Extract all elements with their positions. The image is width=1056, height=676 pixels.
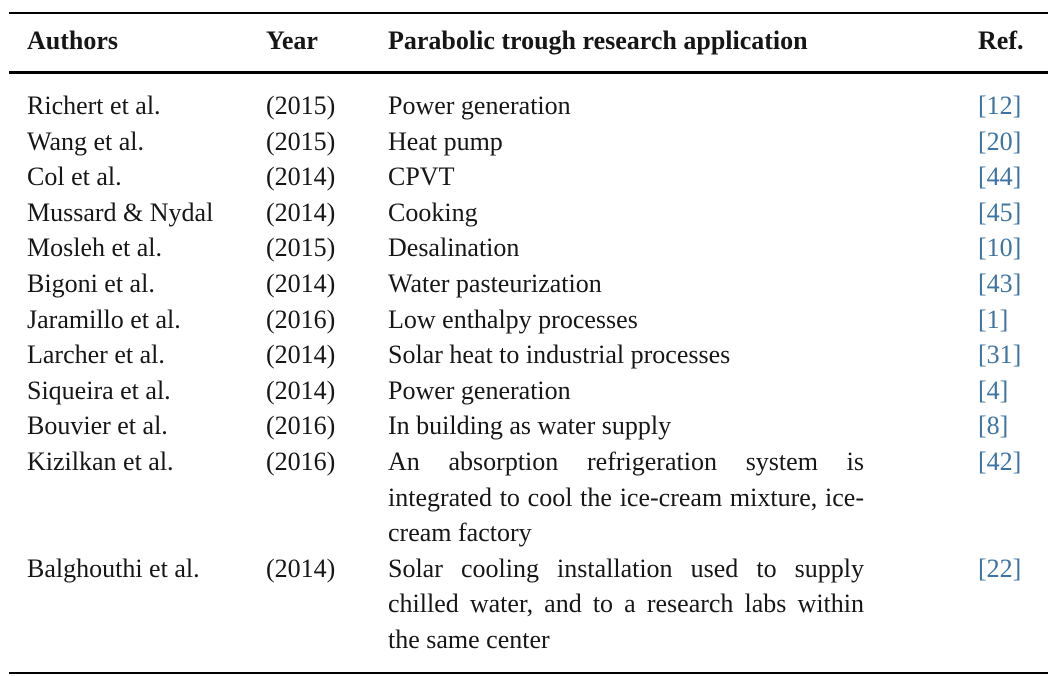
reference-link[interactable]: [22] <box>978 553 1022 583</box>
reference-link[interactable]: [45] <box>978 197 1022 227</box>
cell-authors: Mosleh et al. <box>27 233 163 263</box>
cell-application: Cooking <box>388 197 478 227</box>
cell-authors: Kizilkan et al. <box>27 446 174 476</box>
table-row: Kizilkan et al. (2016) An absorption ref… <box>9 444 1048 551</box>
reference-link[interactable]: [20] <box>978 126 1022 156</box>
cell-authors: Balghouthi et al. <box>27 553 200 583</box>
reference-link[interactable]: [12] <box>978 91 1022 120</box>
table-row: Bouvier et al. (2016) In building as wat… <box>9 408 1048 444</box>
cell-year: (2016) <box>266 446 336 476</box>
table-row: Jaramillo et al. (2016) Low enthalpy pro… <box>9 302 1048 338</box>
column-header-ref: Ref. <box>978 13 1048 74</box>
header-row: Authors Year Parabolic trough research a… <box>9 13 1048 74</box>
reference-link[interactable]: [42] <box>978 446 1022 476</box>
column-header-year: Year <box>266 13 388 74</box>
cell-year: (2014) <box>266 375 336 405</box>
table-row: Siqueira et al. (2014) Power generation … <box>9 373 1048 409</box>
cell-application: An absorption refrigeration system is in… <box>388 446 864 548</box>
column-header-authors: Authors <box>9 13 266 74</box>
cell-authors: Mussard & Nydal <box>27 197 214 227</box>
cell-year: (2014) <box>266 268 336 298</box>
table-row: Larcher et al. (2014) Solar heat to indu… <box>9 337 1048 373</box>
table-row: Bigoni et al. (2014) Water pasteurizatio… <box>9 266 1048 302</box>
cell-ref: [20] <box>978 124 1048 160</box>
cell-authors: Wang et al. <box>27 126 145 156</box>
table-row: Col et al. (2014) CPVT [44] <box>9 159 1048 195</box>
cell-ref: [22] <box>978 551 1048 673</box>
reference-link[interactable]: [4] <box>978 375 1009 405</box>
cell-application: Low enthalpy processes <box>388 304 638 334</box>
cell-authors: Jaramillo et al. <box>27 304 181 334</box>
cell-year: (2015) <box>266 126 336 156</box>
table-body: Richert et al. (2015) Power generation [… <box>9 73 1048 673</box>
cell-authors: Col et al. <box>27 162 122 192</box>
cell-year: (2015) <box>266 91 336 120</box>
cell-ref: [1] <box>978 302 1048 338</box>
column-header-application: Parabolic trough research application <box>388 13 978 74</box>
cell-year: (2014) <box>266 340 336 370</box>
reference-link[interactable]: [8] <box>978 411 1009 441</box>
cell-ref: [4] <box>978 373 1048 409</box>
cell-year: (2015) <box>266 233 336 263</box>
cell-application: Water pasteurization <box>388 268 602 298</box>
cell-application: Power generation <box>388 375 571 405</box>
cell-application: CPVT <box>388 162 455 192</box>
cell-year: (2016) <box>266 304 336 334</box>
reference-link[interactable]: [10] <box>978 233 1022 263</box>
cell-application: Solar heat to industrial processes <box>388 340 731 370</box>
cell-ref: [12] <box>978 73 1048 124</box>
cell-ref: [43] <box>978 266 1048 302</box>
cell-authors: Larcher et al. <box>27 340 165 370</box>
table-row: Mosleh et al. (2015) Desalination [10] <box>9 230 1048 266</box>
cell-application: Solar cooling installation used to suppl… <box>388 553 864 654</box>
cell-ref: [44] <box>978 159 1048 195</box>
parabolic-trough-research-table: Authors Year Parabolic trough research a… <box>9 12 1048 674</box>
table-container: Authors Year Parabolic trough research a… <box>9 12 1048 674</box>
cell-ref: [10] <box>978 230 1048 266</box>
cell-authors: Richert et al. <box>27 91 161 120</box>
cell-year: (2014) <box>266 553 336 583</box>
cell-authors: Bigoni et al. <box>27 268 155 298</box>
cell-application: Desalination <box>388 233 520 263</box>
cell-year: (2014) <box>266 162 336 192</box>
table-row: Richert et al. (2015) Power generation [… <box>9 73 1048 124</box>
cell-ref: [45] <box>978 195 1048 231</box>
table-row: Wang et al. (2015) Heat pump [20] <box>9 124 1048 160</box>
cell-authors: Bouvier et al. <box>27 411 168 441</box>
cell-year: (2014) <box>266 197 336 227</box>
reference-link[interactable]: [43] <box>978 268 1022 298</box>
reference-link[interactable]: [31] <box>978 340 1022 370</box>
cell-application: In building as water supply <box>388 411 672 441</box>
cell-application: Power generation <box>388 91 571 120</box>
reference-link[interactable]: [1] <box>978 304 1009 334</box>
cell-ref: [31] <box>978 337 1048 373</box>
cell-ref: [8] <box>978 408 1048 444</box>
cell-year: (2016) <box>266 411 336 441</box>
table-row: Balghouthi et al. (2014) Solar cooling i… <box>9 551 1048 673</box>
reference-link[interactable]: [44] <box>978 162 1022 192</box>
cell-authors: Siqueira et al. <box>27 375 171 405</box>
cell-ref: [42] <box>978 444 1048 551</box>
table-row: Mussard & Nydal (2014) Cooking [45] <box>9 195 1048 231</box>
cell-application: Heat pump <box>388 126 503 156</box>
